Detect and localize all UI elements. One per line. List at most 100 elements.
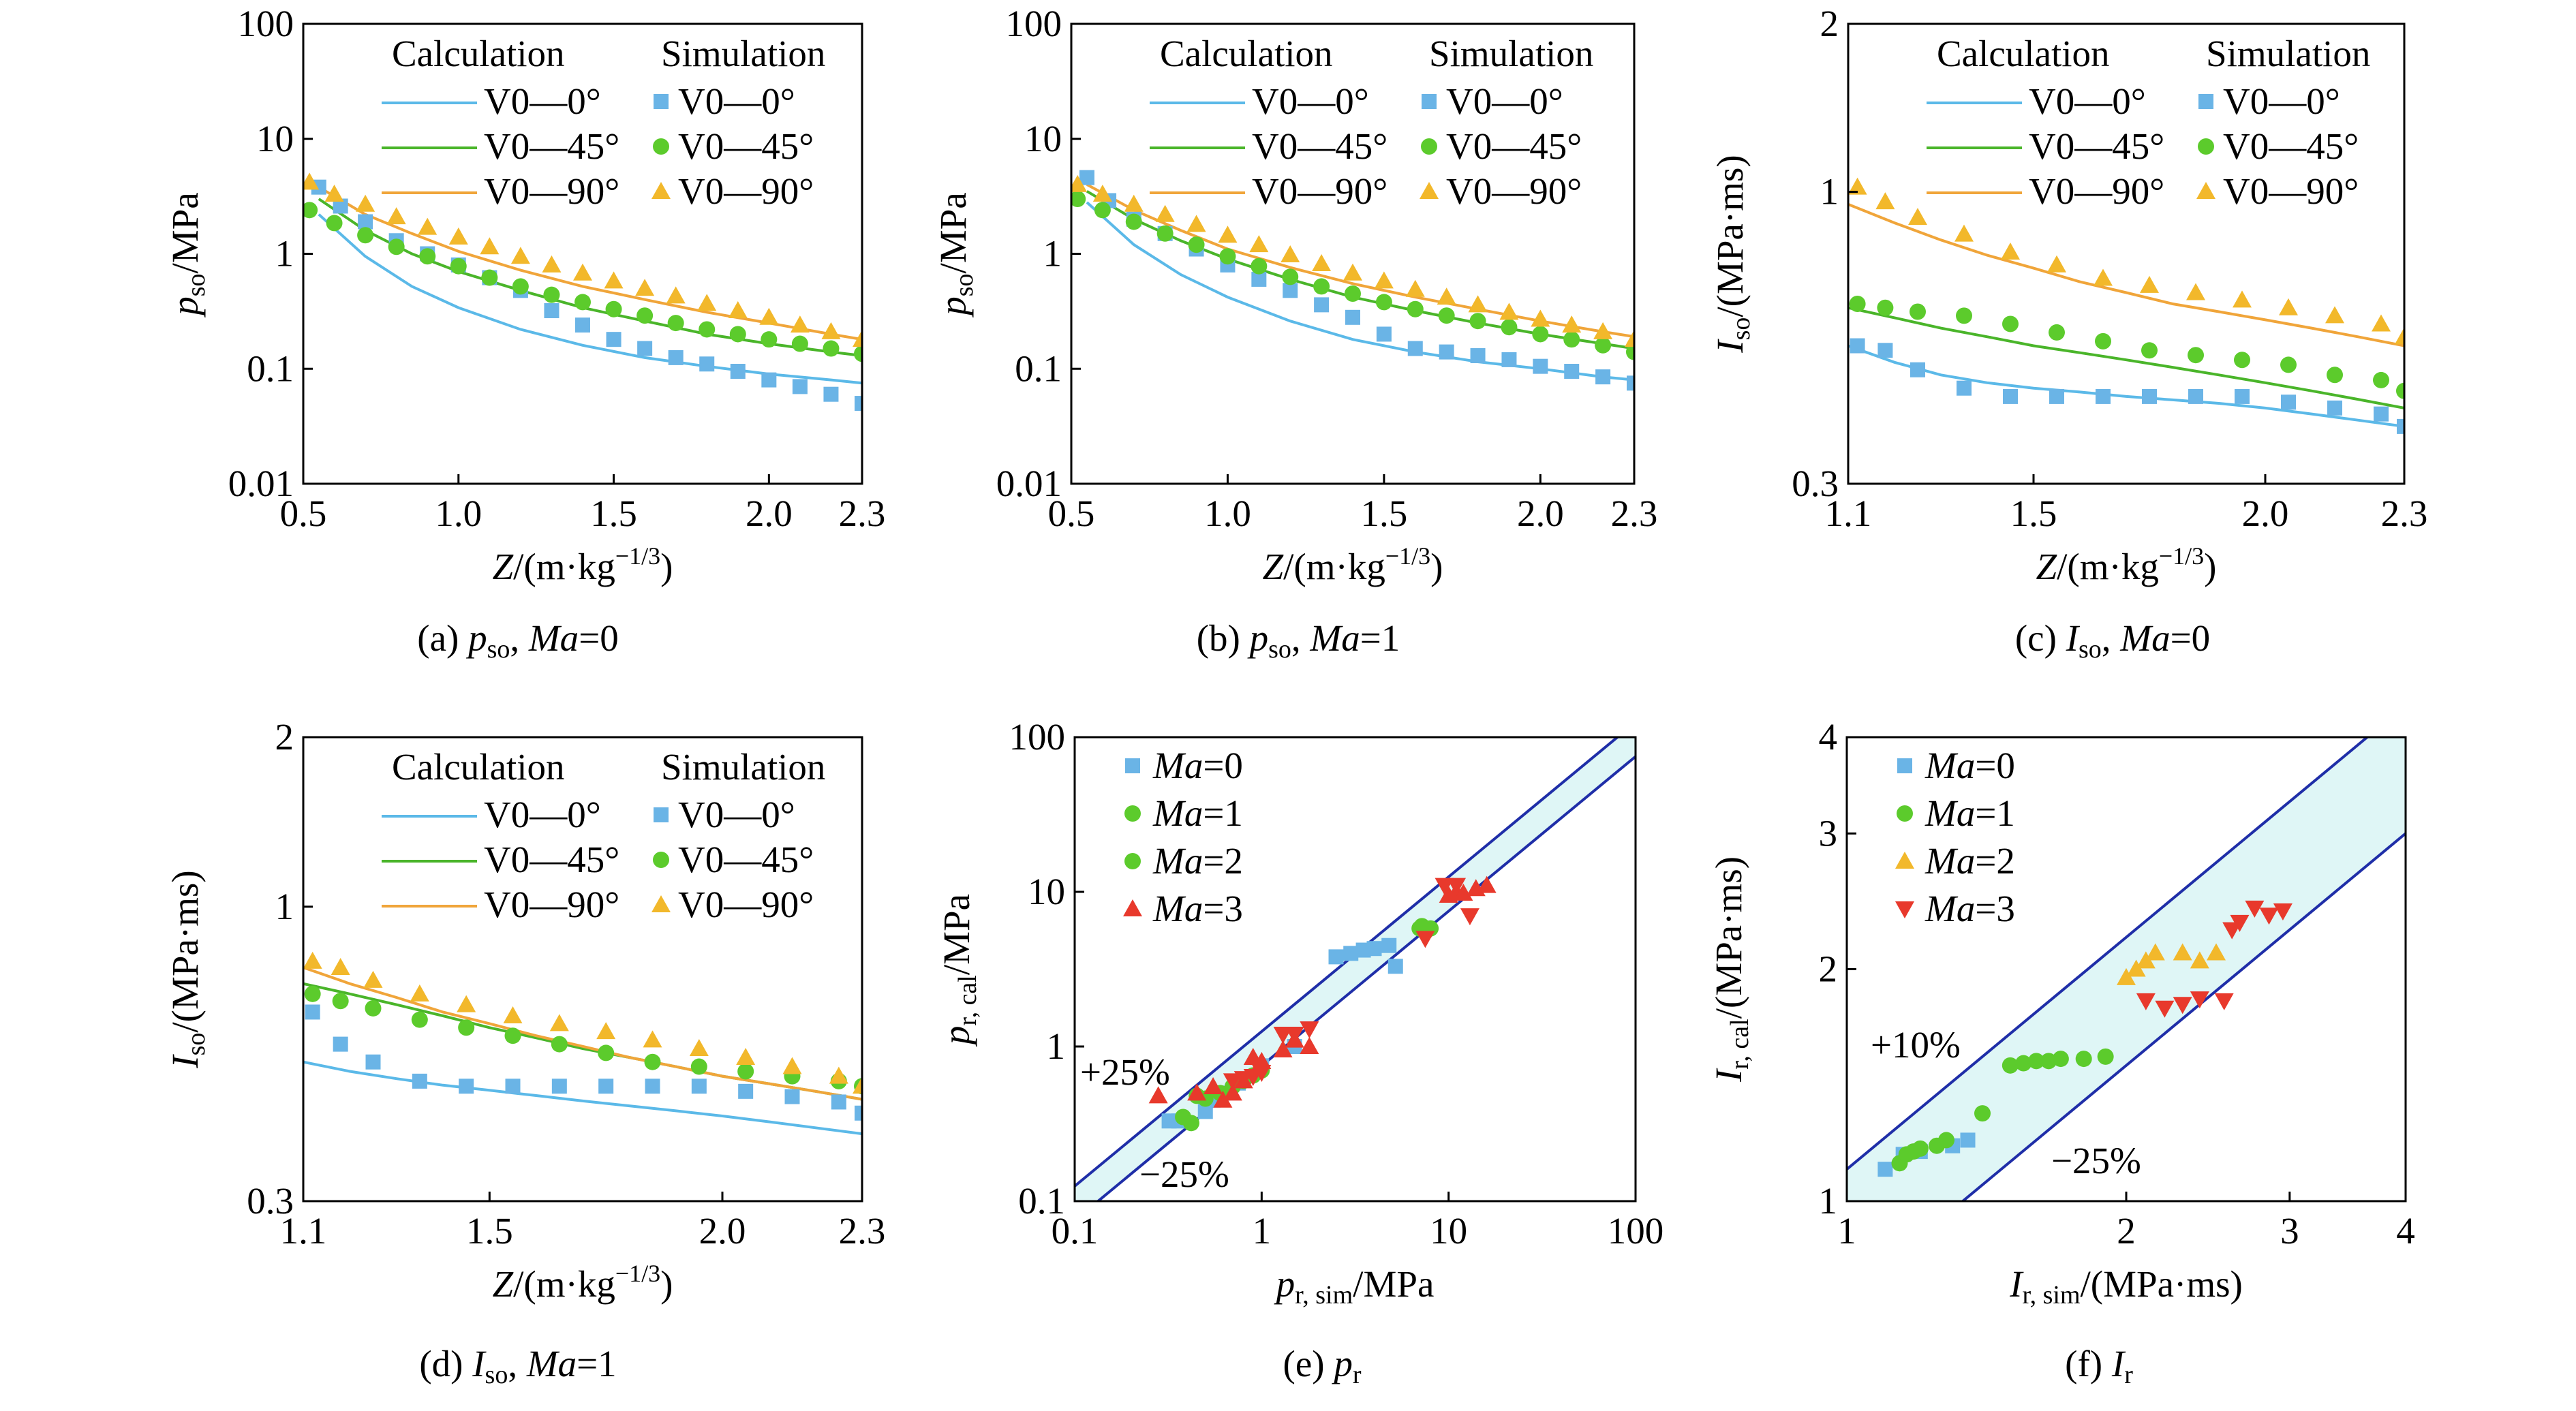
x-axis-label-part-1: /(m·kg [513,546,615,587]
x-axis-label-part-1: /(m·kg [2057,546,2159,587]
legend-label-ma: Ma [1152,840,1203,882]
x-tick-label: 1.1 [1825,493,1872,534]
legend-sim-label: V0—0° [2223,80,2340,122]
panel-caption-part-3: , [508,1343,527,1384]
data-point-a-3-12 [668,350,684,365]
calc-line-00 [303,1060,862,1136]
x-tick-label: 0.5 [1048,493,1095,534]
legend-marker-swatch [651,895,671,912]
legend-sim-label: V0—45° [1446,125,1582,167]
data-point-f-3-8 [2259,908,2279,925]
legend-calc-label: V0—0° [2029,80,2146,122]
legend-marker-swatch [654,807,669,822]
y-axis-label: Iso/(MPa·ms) [164,870,211,1068]
calc-line-00 [1848,344,2404,428]
data-point-d-5-0 [303,951,322,969]
legend-sim-label: V0—90° [678,170,814,212]
y-axis-label-part-0: p [936,1026,977,1048]
data-point-a-5-1 [324,185,344,202]
legend: Calculation SimulationV0—0°V0—45°V0—90°V0… [1150,33,1593,212]
legend-header-calculation: Calculation [392,746,565,788]
y-tick-label: 100 [238,3,294,44]
data-point-d-3-7 [598,1079,614,1094]
data-point-b-3-7 [1283,283,1298,298]
data-point-b-3-0 [1079,170,1094,185]
legend-header-calculation: Calculation [392,33,565,74]
data-point-c-5-13 [2395,327,2404,345]
chart-panel-b: 0.5 1.0 1.5 2.0 2.3 0.01 0.1 1 10 100 Z/(m·kg−1/3)… [932,3,1657,664]
legend-marker-swatch [1123,899,1142,916]
legend-label-value: =1 [1975,792,2015,834]
data-point-a-4-16 [791,335,808,352]
x-tick-label: 0.5 [280,493,327,534]
data-point-b-3-18 [1627,375,1634,391]
data-point-a-4-13 [699,321,716,338]
panel-caption-part-4: Ma [1309,617,1360,659]
data-point-d-3-4 [459,1079,474,1094]
data-point-e-4-5 [1285,1027,1304,1044]
y-axis-label-part-1: so [182,1033,211,1056]
x-tick-label: 1.0 [1204,493,1251,534]
data-point-a-5-17 [821,322,841,339]
y-axis-label-part-1: so [1727,317,1755,341]
data-point-a-4-8 [543,286,560,303]
legend-sim-label: V0—90° [1446,170,1582,212]
data-point-e-3-8 [1273,1040,1293,1058]
x-axis-label: Z/(m·kg−1/3) [2036,542,2217,587]
data-point-a-4-9 [574,294,591,311]
x-tick-label: 2.3 [1611,493,1658,534]
data-point-b-3-9 [1345,309,1360,325]
data-point-a-5-7 [510,247,530,264]
data-point-c-5-12 [2372,314,2391,332]
panel-caption-part-4: Ma [528,617,579,659]
legend-calc-label: V0—0° [1252,80,1369,122]
legend-calc-label: V0—0° [484,794,601,835]
legend-calc-label: V0—45° [484,125,619,167]
legend-label-value: =0 [1975,745,2015,786]
data-point-b-4-3 [1156,225,1174,242]
data-point-a-4-10 [605,300,622,317]
y-axis-label-part-1: so [950,273,979,296]
data-point-e-4-0 [1223,1073,1242,1091]
legend-sim-label: V0—0° [678,794,795,835]
y-tick-label: 1 [1047,1025,1066,1067]
legend-label-ma: Ma [1925,745,1975,786]
x-tick-label: 2.0 [746,493,793,534]
data-point-c-4-13 [2396,382,2404,399]
y-axis-label-part-0: I [1709,339,1751,354]
data-point-b-5-8 [1312,254,1332,272]
x-axis-label-part-2: /MPa [1353,1263,1434,1305]
data-point-f-0-4 [1960,1132,1976,1148]
data-point-c-5-5 [2047,255,2066,273]
data-point-f-1-6 [1974,1105,1991,1122]
data-point-b-5-6 [1249,235,1269,253]
data-point-b-4-9 [1345,285,1361,303]
plot-area-f [1847,737,2406,1201]
data-point-d-4-0 [304,985,321,1002]
data-point-a-4-6 [481,269,498,286]
legend-marker-swatch [1422,94,1437,109]
panel-caption: (c) Iso, Ma=0 [2015,617,2210,664]
data-point-b-3-17 [1595,369,1611,385]
y-axis-label-part-1: r, cal [953,975,982,1025]
legend-marker-swatch [2198,94,2213,109]
x-axis-label-part-0: Z [493,546,515,587]
x-tick-label: 2 [2117,1210,2136,1252]
data-point-b-3-13 [1470,348,1486,364]
data-point-d-5-8 [643,1030,662,1048]
data-point-a-5-15 [759,307,779,325]
data-point-e-3-2 [1203,1076,1223,1094]
data-point-a-4-5 [450,258,467,275]
legend: Calculation SimulationV0—0°V0—45°V0—90°V0… [1927,33,2370,212]
data-point-d-3-13 [855,1105,862,1121]
data-point-d-3-2 [365,1054,381,1070]
legend-label-ma: Ma [1925,888,1975,929]
legend-sim-label: V0—0° [1446,80,1563,122]
data-point-d-4-2 [365,999,382,1017]
data-point-a-4-2 [357,227,374,244]
lower-bound-line [1096,755,1636,1201]
legend-label-value: =2 [1975,840,2015,882]
data-point-d-3-9 [691,1079,707,1094]
panel-caption-part-5: =1 [1360,617,1400,659]
data-point-d-5-4 [457,995,476,1012]
